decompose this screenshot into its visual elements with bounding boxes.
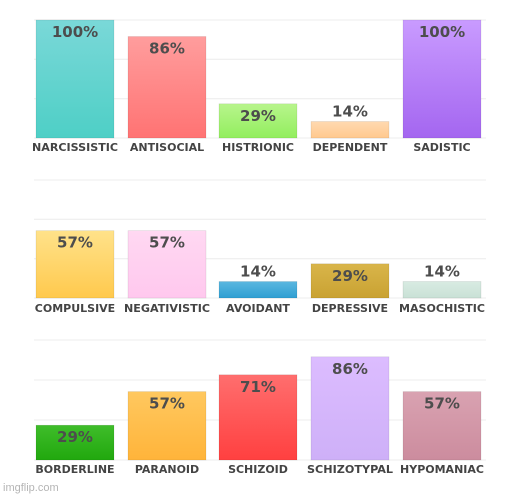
category-label: COMPULSIVE <box>35 302 115 315</box>
data-label: 86% <box>149 40 185 58</box>
data-label: 29% <box>57 428 93 446</box>
data-label: 57% <box>149 395 185 413</box>
bar-borderline <box>35 424 115 461</box>
data-label: 14% <box>424 263 460 281</box>
category-label: NEGATIVISTIC <box>124 302 210 315</box>
data-label: 71% <box>240 378 276 396</box>
category-label: BORDERLINE <box>35 463 114 476</box>
category-label: SADISTIC <box>413 141 470 154</box>
data-label: 14% <box>332 103 368 121</box>
data-label: 29% <box>240 107 276 125</box>
data-label: 100% <box>52 23 98 41</box>
category-label: AVOIDANT <box>226 302 290 315</box>
bar-antisocial <box>127 36 207 139</box>
bar-dependent <box>310 121 390 139</box>
category-label: MASOCHISTIC <box>399 302 485 315</box>
bar-compulsive <box>35 230 115 299</box>
category-label: HYPOMANIAC <box>400 463 484 476</box>
bar-schizoid <box>218 374 298 461</box>
category-label: HISTRIONIC <box>222 141 294 154</box>
category-label: SCHIZOTYPAL <box>307 463 393 476</box>
data-label: 100% <box>419 23 465 41</box>
data-label: 86% <box>332 360 368 378</box>
bar-depressive <box>310 263 390 299</box>
category-label: DEPRESSIVE <box>312 302 388 315</box>
bar-paranoid <box>127 391 207 461</box>
category-label: ANTISOCIAL <box>130 141 204 154</box>
category-label: DEPENDENT <box>313 141 388 154</box>
imgflip-watermark: imgflip.com <box>3 482 59 494</box>
category-label: NARCISSISTIC <box>32 141 118 154</box>
bar-schizotypal <box>310 356 390 461</box>
category-label: SCHIZOID <box>228 463 288 476</box>
data-label: 57% <box>424 395 460 413</box>
bar-hypomaniac <box>402 391 482 461</box>
bar-masochistic <box>402 281 482 299</box>
bar-avoidant <box>218 281 298 299</box>
bar-sadistic <box>402 19 482 139</box>
data-label: 29% <box>332 267 368 285</box>
data-label: 57% <box>57 234 93 252</box>
category-label: PARANOID <box>135 463 199 476</box>
bar-narcissistic <box>35 19 115 139</box>
data-label: 14% <box>240 263 276 281</box>
bar-histrionic <box>218 103 298 139</box>
bar-negativistic <box>127 230 207 299</box>
data-label: 57% <box>149 234 185 252</box>
